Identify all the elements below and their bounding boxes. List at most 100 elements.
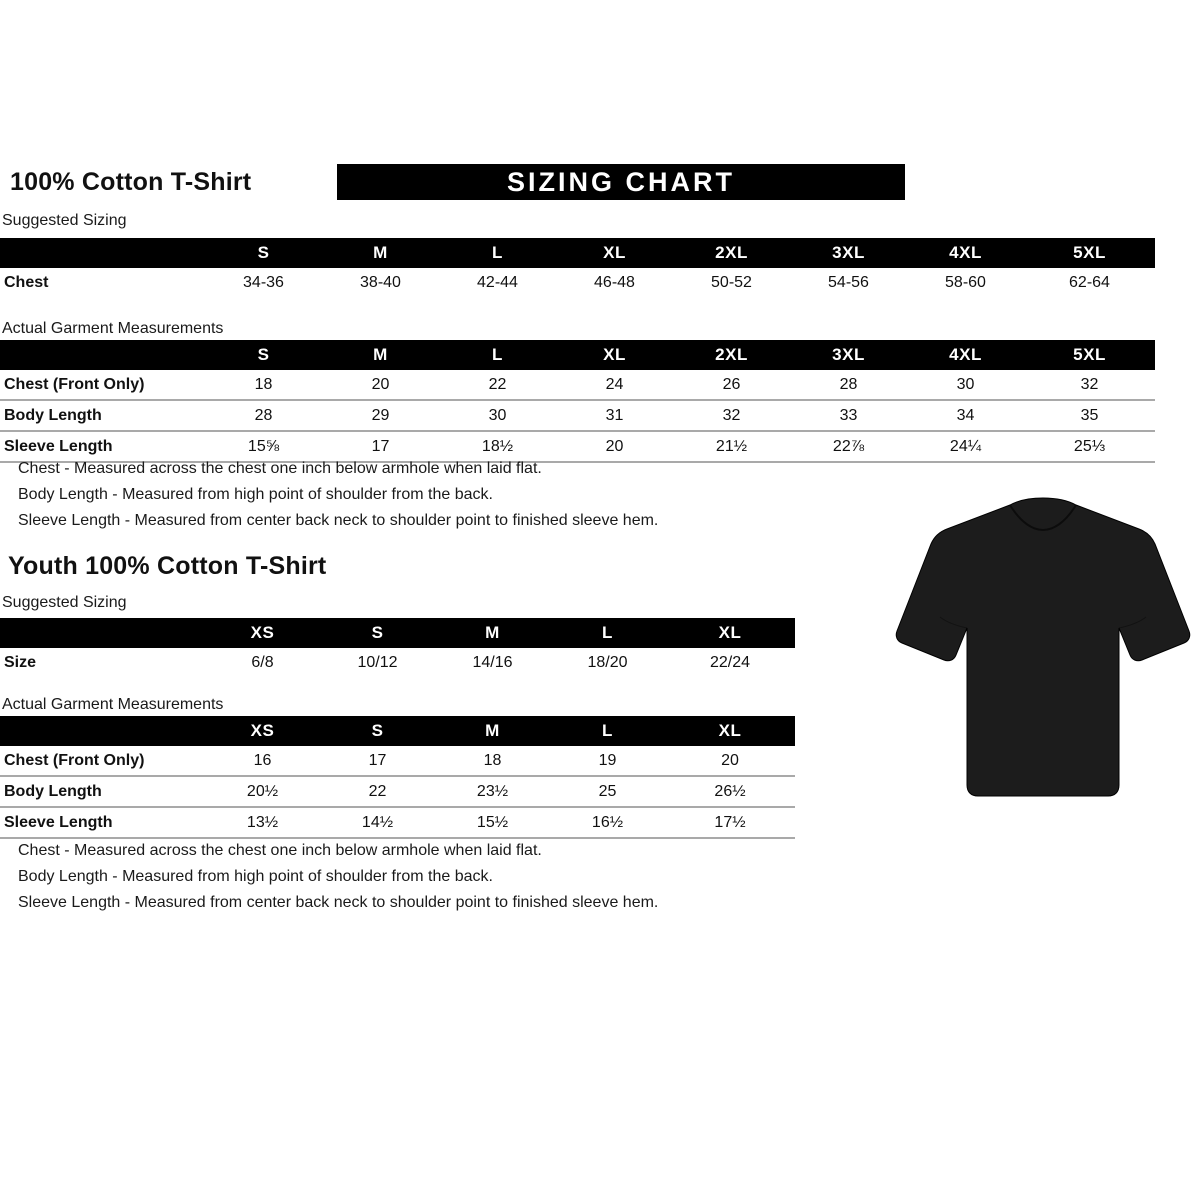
youth-suggested-sizing-table: XS S M L XL Size 6/8 10/12 14/16 18/20 22/24 xyxy=(0,618,795,677)
table-row: Chest (Front Only) 16 17 18 19 20 xyxy=(0,746,795,777)
youth-actual-cell-xs: 20½ xyxy=(205,776,320,808)
adult-actual-cell-xl: 24 xyxy=(556,370,673,401)
adult-suggested-cell-4xl: 58-60 xyxy=(907,268,1024,297)
adult-actual-size-header-xl: XL xyxy=(556,340,673,370)
adult-actual-cell-m: 17 xyxy=(322,431,439,463)
adult-actual-cell-4xl: 24¼ xyxy=(907,431,1024,463)
adult-actual-cell-3xl: 22⅞ xyxy=(790,431,907,463)
adult-actual-header-corner xyxy=(0,340,205,370)
adult-note-line: Body Length - Measured from high point o… xyxy=(18,486,493,503)
youth-suggested-sizing-label: Suggested Sizing xyxy=(2,594,127,611)
adult-suggested-header-corner xyxy=(0,238,205,268)
youth-actual-size-header-xl: XL xyxy=(665,716,795,746)
black-tshirt-illustration xyxy=(895,497,1191,797)
adult-suggested-cell-l: 42-44 xyxy=(439,268,556,297)
adult-suggested-size-header-4xl: 4XL xyxy=(907,238,1024,268)
adult-suggested-size-header-xl: XL xyxy=(556,238,673,268)
adult-actual-cell-l: 30 xyxy=(439,400,556,432)
table-row: Body Length 20½ 22 23½ 25 26½ xyxy=(0,776,795,808)
adult-actual-cell-xl: 31 xyxy=(556,400,673,432)
youth-actual-cell-s: 17 xyxy=(320,746,435,777)
adult-actual-size-header-2xl: 2XL xyxy=(673,340,790,370)
adult-actual-cell-s: 18 xyxy=(205,370,322,401)
adult-suggested-cell-3xl: 54-56 xyxy=(790,268,907,297)
adult-suggested-cell-s: 34-36 xyxy=(205,268,322,297)
adult-actual-cell-l: 22 xyxy=(439,370,556,401)
adult-actual-measurements-label: Actual Garment Measurements xyxy=(2,320,224,337)
adult-actual-cell-s: 15⅝ xyxy=(205,431,322,463)
adult-actual-size-header-3xl: 3XL xyxy=(790,340,907,370)
youth-actual-cell-s: 14½ xyxy=(320,807,435,839)
youth-actual-size-header-m: M xyxy=(435,716,550,746)
youth-actual-cell-l: 25 xyxy=(550,776,665,808)
adult-actual-cell-5xl: 32 xyxy=(1024,370,1155,401)
tshirt-sleeve-seam-right xyxy=(1118,616,1147,629)
adult-suggested-size-header-s: S xyxy=(205,238,322,268)
youth-suggested-size-header-m: M xyxy=(435,618,550,648)
tshirt-collar xyxy=(1009,504,1077,532)
table-row: Chest (Front Only) 18 20 22 24 26 28 30 32 xyxy=(0,370,1155,401)
youth-actual-cell-xs: 16 xyxy=(205,746,320,777)
youth-actual-cell-xl: 26½ xyxy=(665,776,795,808)
table-row: Sleeve Length 15⅝ 17 18½ 20 21½ 22⅞ 24¼ 25⅓ xyxy=(0,431,1155,463)
youth-suggested-cell-xl: 22/24 xyxy=(665,648,795,677)
adult-actual-cell-5xl: 25⅓ xyxy=(1024,431,1155,463)
adult-actual-cell-2xl: 26 xyxy=(673,370,790,401)
adult-actual-cell-3xl: 33 xyxy=(790,400,907,432)
banner-title: SIZING CHART xyxy=(507,166,735,197)
adult-actual-cell-l: 18½ xyxy=(439,431,556,463)
youth-actual-size-header-l: L xyxy=(550,716,665,746)
adult-actual-cell-m: 20 xyxy=(322,370,439,401)
adult-note-line: Sleeve Length - Measured from center bac… xyxy=(18,512,659,529)
youth-actual-cell-m: 15½ xyxy=(435,807,550,839)
youth-actual-row-label: Body Length xyxy=(0,776,205,808)
youth-actual-cell-m: 23½ xyxy=(435,776,550,808)
adult-actual-size-header-4xl: 4XL xyxy=(907,340,1024,370)
table-row: Chest 34-36 38-40 42-44 46-48 50-52 54-56 58-60… xyxy=(0,268,1155,297)
adult-actual-row-label: Sleeve Length xyxy=(0,431,205,463)
youth-suggested-size-header-xl: XL xyxy=(665,618,795,648)
adult-actual-row-label: Body Length xyxy=(0,400,205,432)
adult-actual-row-label: Chest (Front Only) xyxy=(0,370,205,401)
adult-suggested-size-header-2xl: 2XL xyxy=(673,238,790,268)
youth-actual-cell-xl: 17½ xyxy=(665,807,795,839)
youth-actual-cell-s: 22 xyxy=(320,776,435,808)
adult-actual-header-row: S M L XL 2XL 3XL 4XL 5XL xyxy=(0,340,1155,370)
adult-suggested-size-header-3xl: 3XL xyxy=(790,238,907,268)
youth-actual-cell-l: 16½ xyxy=(550,807,665,839)
youth-actual-size-header-xs: XS xyxy=(205,716,320,746)
youth-note-line: Chest - Measured across the chest one in… xyxy=(18,842,542,859)
youth-actual-cell-m: 18 xyxy=(435,746,550,777)
adult-suggested-row-label: Chest xyxy=(0,268,205,297)
youth-suggested-header-row: XS S M L XL xyxy=(0,618,795,648)
adult-actual-size-header-5xl: 5XL xyxy=(1024,340,1155,370)
youth-suggested-cell-m: 14/16 xyxy=(435,648,550,677)
adult-actual-size-header-l: L xyxy=(439,340,556,370)
adult-actual-cell-2xl: 21½ xyxy=(673,431,790,463)
adult-actual-cell-3xl: 28 xyxy=(790,370,907,401)
youth-actual-measurements-table: XS S M L XL Chest (Front Only) 16 17 18 19 20 Body … xyxy=(0,716,795,839)
youth-suggested-size-header-s: S xyxy=(320,618,435,648)
youth-actual-row-label: Sleeve Length xyxy=(0,807,205,839)
adult-actual-cell-m: 29 xyxy=(322,400,439,432)
adult-suggested-cell-2xl: 50-52 xyxy=(673,268,790,297)
adult-suggested-sizing-table: S M L XL 2XL 3XL 4XL 5XL Chest 34-36 38-40 42-44 46-… xyxy=(0,238,1155,297)
youth-note-line: Body Length - Measured from high point o… xyxy=(18,868,493,885)
adult-suggested-size-header-l: L xyxy=(439,238,556,268)
youth-section-title: Youth 100% Cotton T-Shirt xyxy=(8,552,327,580)
youth-suggested-cell-l: 18/20 xyxy=(550,648,665,677)
adult-actual-size-header-m: M xyxy=(322,340,439,370)
adult-suggested-size-header-5xl: 5XL xyxy=(1024,238,1155,268)
youth-actual-header-corner xyxy=(0,716,205,746)
tshirt-shape xyxy=(895,497,1191,797)
youth-actual-measurements-label: Actual Garment Measurements xyxy=(2,696,224,713)
youth-suggested-header-corner xyxy=(0,618,205,648)
sizing-chart-banner: SIZING CHART xyxy=(337,164,905,200)
adult-note-line: Chest - Measured across the chest one in… xyxy=(18,460,542,477)
youth-note-line: Sleeve Length - Measured from center bac… xyxy=(18,894,659,911)
youth-suggested-size-header-l: L xyxy=(550,618,665,648)
youth-actual-row-label: Chest (Front Only) xyxy=(0,746,205,777)
adult-suggested-size-header-m: M xyxy=(322,238,439,268)
adult-actual-measurements-table: S M L XL 2XL 3XL 4XL 5XL Chest (Front Only) 18 20 2… xyxy=(0,340,1155,463)
